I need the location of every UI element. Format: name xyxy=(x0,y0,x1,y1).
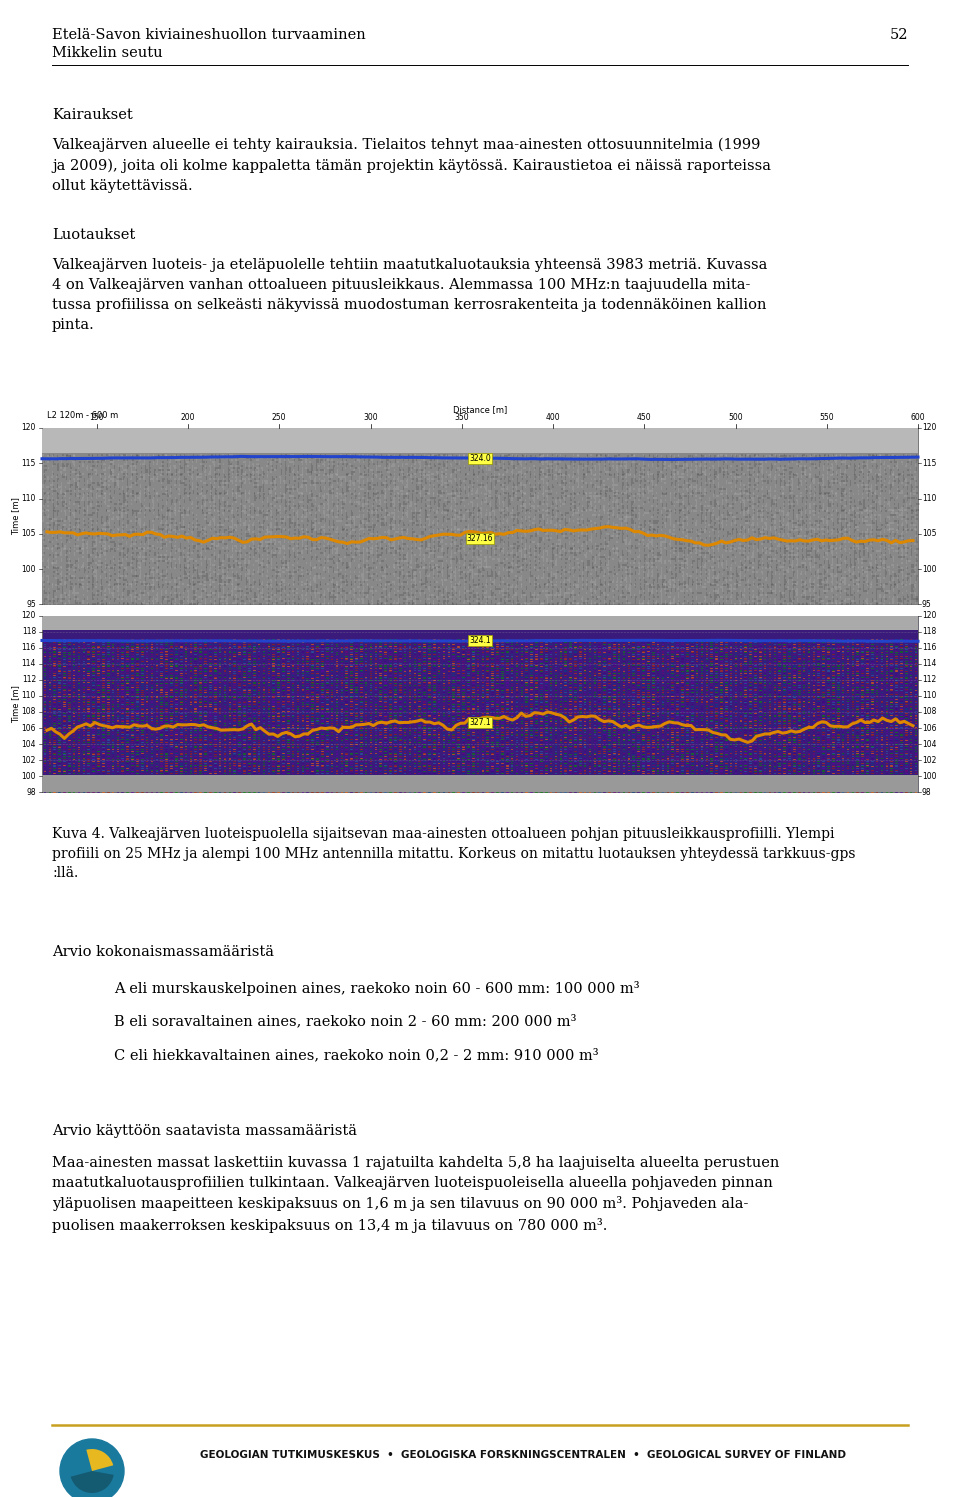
Text: 108: 108 xyxy=(22,708,36,717)
Text: B eli soravaltainen aines, raekoko noin 2 - 60 mm: 200 000 m³: B eli soravaltainen aines, raekoko noin … xyxy=(114,1015,577,1028)
Text: 115: 115 xyxy=(922,458,936,467)
Circle shape xyxy=(60,1439,124,1497)
Text: Valkeajärven luoteis- ja eteläpuolelle tehtiin maatutkaluotauksia yhteensä 3983 : Valkeajärven luoteis- ja eteläpuolelle t… xyxy=(52,257,767,332)
Text: 105: 105 xyxy=(922,530,937,539)
Text: 600: 600 xyxy=(911,413,925,422)
Text: 115: 115 xyxy=(22,458,36,467)
Text: 102: 102 xyxy=(22,756,36,765)
Text: 116: 116 xyxy=(22,644,36,653)
Text: 98: 98 xyxy=(26,787,36,796)
Text: 95: 95 xyxy=(26,600,36,609)
Text: 120: 120 xyxy=(922,424,936,433)
Bar xyxy=(42,452,918,605)
Text: 106: 106 xyxy=(21,723,36,732)
Text: GEOLOGIAN TUTKIMUSKESKUS  •  GEOLOGISKA FORSKNINGSCENTRALEN  •  GEOLOGICAL SURVE: GEOLOGIAN TUTKIMUSKESKUS • GEOLOGISKA FO… xyxy=(200,1451,846,1460)
Text: C eli hiekkavaltainen aines, raekoko noin 0,2 - 2 mm: 910 000 m³: C eli hiekkavaltainen aines, raekoko noi… xyxy=(114,1048,599,1061)
Text: 100: 100 xyxy=(21,771,36,780)
Text: 327.1: 327.1 xyxy=(469,719,491,728)
Text: 324.0: 324.0 xyxy=(469,454,491,463)
Text: Luotaukset: Luotaukset xyxy=(52,228,135,243)
Text: 104: 104 xyxy=(21,740,36,748)
Text: 106: 106 xyxy=(922,723,937,732)
Text: Time [m]: Time [m] xyxy=(12,497,20,534)
Text: Kuva 4. Valkeajärven luoteispuolella sijaitsevan maa-ainesten ottoalueen pohjan : Kuva 4. Valkeajärven luoteispuolella sij… xyxy=(52,826,855,880)
Text: 110: 110 xyxy=(922,692,936,701)
Text: 105: 105 xyxy=(21,530,36,539)
Bar xyxy=(42,615,918,792)
Text: 114: 114 xyxy=(922,659,936,668)
Text: 104: 104 xyxy=(922,740,937,748)
Text: 120: 120 xyxy=(922,611,936,620)
Wedge shape xyxy=(71,1472,113,1493)
Text: 112: 112 xyxy=(22,675,36,684)
Text: 500: 500 xyxy=(729,413,743,422)
Text: Time [m]: Time [m] xyxy=(12,686,20,723)
Text: 100: 100 xyxy=(922,771,937,780)
Text: 300: 300 xyxy=(363,413,378,422)
Text: Arvio kokonaismassamääristä: Arvio kokonaismassamääristä xyxy=(52,945,274,960)
Bar xyxy=(42,428,918,605)
Text: 120: 120 xyxy=(22,424,36,433)
Text: L2 120m - 600 m: L2 120m - 600 m xyxy=(47,412,118,421)
Text: 324.1: 324.1 xyxy=(469,636,491,645)
Text: Arvio käyttöön saatavista massamääristä: Arvio käyttöön saatavista massamääristä xyxy=(52,1124,357,1138)
Text: A eli murskauskelpoinen aines, raekoko noin 60 - 600 mm: 100 000 m³: A eli murskauskelpoinen aines, raekoko n… xyxy=(114,981,639,996)
Text: 110: 110 xyxy=(22,494,36,503)
Text: 118: 118 xyxy=(922,627,936,636)
Text: 200: 200 xyxy=(180,413,195,422)
Text: 52: 52 xyxy=(890,28,908,42)
Text: 250: 250 xyxy=(272,413,286,422)
Text: 350: 350 xyxy=(454,413,469,422)
Text: 116: 116 xyxy=(922,644,936,653)
Bar xyxy=(42,615,918,630)
Text: 400: 400 xyxy=(545,413,561,422)
Text: Maa-ainesten massat laskettiin kuvassa 1 rajatuilta kahdelta 5,8 ha laajuiselta : Maa-ainesten massat laskettiin kuvassa 1… xyxy=(52,1156,780,1232)
Text: 114: 114 xyxy=(22,659,36,668)
Text: Etelä-Savon kiviaineshuollon turvaaminen: Etelä-Savon kiviaineshuollon turvaaminen xyxy=(52,28,366,42)
Bar xyxy=(42,774,918,792)
Text: 120: 120 xyxy=(22,611,36,620)
Text: 108: 108 xyxy=(922,708,936,717)
Text: 327.16: 327.16 xyxy=(467,534,493,543)
Text: Valkeajärven alueelle ei tehty kairauksia. Tielaitos tehnyt maa-ainesten ottosuu: Valkeajärven alueelle ei tehty kairauksi… xyxy=(52,138,771,193)
Text: 110: 110 xyxy=(22,692,36,701)
Text: 118: 118 xyxy=(22,627,36,636)
Text: 100: 100 xyxy=(922,564,937,573)
Text: 95: 95 xyxy=(922,600,932,609)
Text: 100: 100 xyxy=(21,564,36,573)
Text: 150: 150 xyxy=(89,413,104,422)
Text: Mikkelin seutu: Mikkelin seutu xyxy=(52,46,162,60)
Text: 110: 110 xyxy=(922,494,936,503)
Text: Distance [m]: Distance [m] xyxy=(453,406,507,415)
Text: Kairaukset: Kairaukset xyxy=(52,108,132,121)
Text: 112: 112 xyxy=(922,675,936,684)
Text: 102: 102 xyxy=(922,756,936,765)
Bar xyxy=(42,428,918,452)
Text: 550: 550 xyxy=(820,413,834,422)
Text: 450: 450 xyxy=(636,413,652,422)
Wedge shape xyxy=(86,1449,113,1472)
Text: 98: 98 xyxy=(922,787,931,796)
